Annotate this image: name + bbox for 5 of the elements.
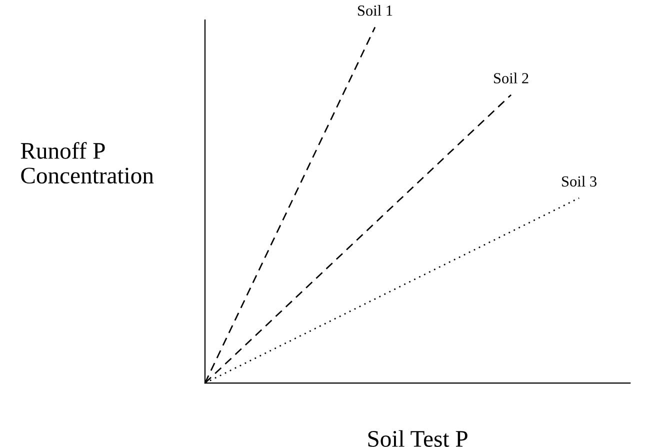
series-label: Soil 1 (358, 5, 392, 16)
series-label: Soil 2 (494, 72, 528, 84)
x-axis-title: Soil Test P (368, 430, 468, 447)
y-axis-title: Runoff P Concentration (20, 142, 154, 184)
series-label: Soil 3 (562, 176, 596, 187)
